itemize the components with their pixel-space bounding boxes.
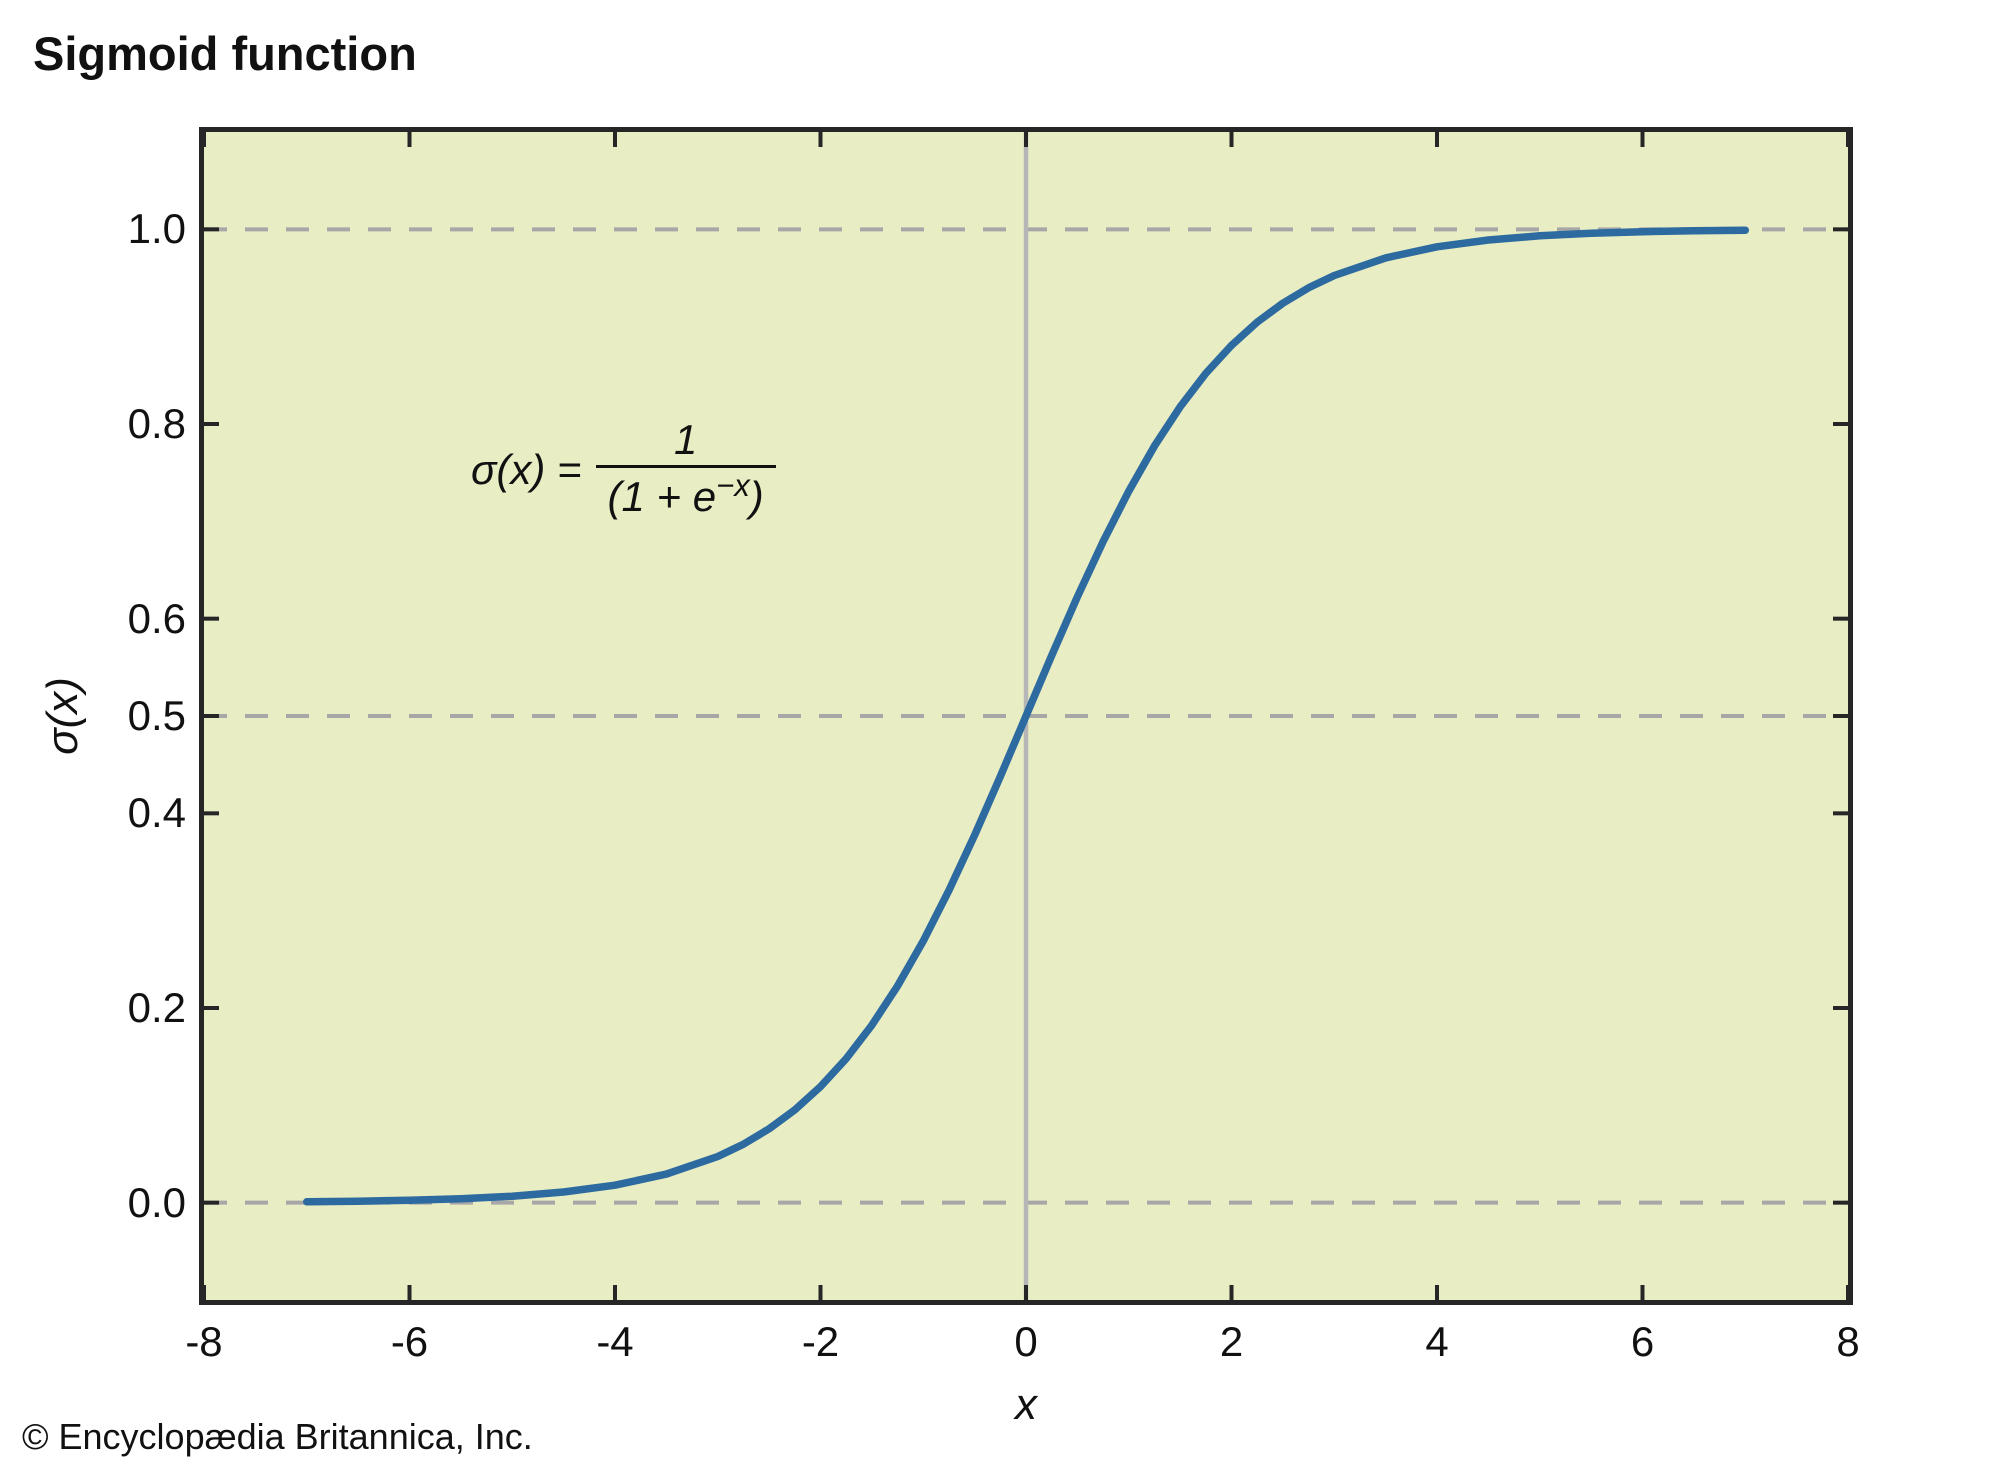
copyright-notice: © Encyclopædia Britannica, Inc. — [22, 1416, 533, 1457]
x-tick-label--8: -8 — [185, 1318, 223, 1365]
formula-lhs: σ(x) = — [471, 445, 582, 493]
y-tick-label-0.4: 0.4 — [127, 789, 186, 837]
y-tick-label-1.0: 1.0 — [127, 205, 186, 253]
formula-denominator-close: ) — [749, 473, 764, 520]
formula-denominator-base: (1 + e — [607, 473, 717, 520]
x-tick-label-0: 0 — [1014, 1318, 1038, 1365]
formula-exponent: −x — [716, 468, 750, 503]
y-axis-label: σ(x) — [38, 677, 87, 755]
x-tick-label-6: 6 — [1630, 1318, 1655, 1365]
chart-canvas — [204, 132, 1848, 1300]
formula-fraction: 1 (1 + e−x) — [595, 416, 776, 520]
x-tick-label--4: -4 — [596, 1318, 634, 1365]
sigmoid-curve — [303, 226, 1750, 1206]
x-tick-label--2: -2 — [801, 1318, 840, 1365]
formula-denominator: (1 + e−x) — [595, 465, 776, 520]
y-tick-label-0.8: 0.8 — [127, 400, 186, 447]
y-tick-label-0.6: 0.6 — [127, 594, 186, 642]
x-tick-label-8: 8 — [1836, 1318, 1860, 1365]
page-title: Sigmoid function — [33, 27, 417, 80]
x-tick-label-2: 2 — [1219, 1318, 1244, 1365]
x-tick-label-4: 4 — [1425, 1318, 1449, 1365]
y-tick-label-0.5: 0.5 — [127, 692, 186, 739]
y-tick-label-0.2: 0.2 — [127, 984, 186, 1031]
x-axis-label: x — [1015, 1380, 1037, 1429]
x-tick-label--6: -6 — [390, 1318, 429, 1365]
formula-numerator: 1 — [673, 416, 698, 463]
y-tick-label-0.0: 0.0 — [127, 1178, 186, 1226]
plot-area: σ(x) = 1 (1 + e−x) — [199, 127, 1853, 1305]
formula-annotation: σ(x) = 1 (1 + e−x) — [471, 419, 776, 520]
